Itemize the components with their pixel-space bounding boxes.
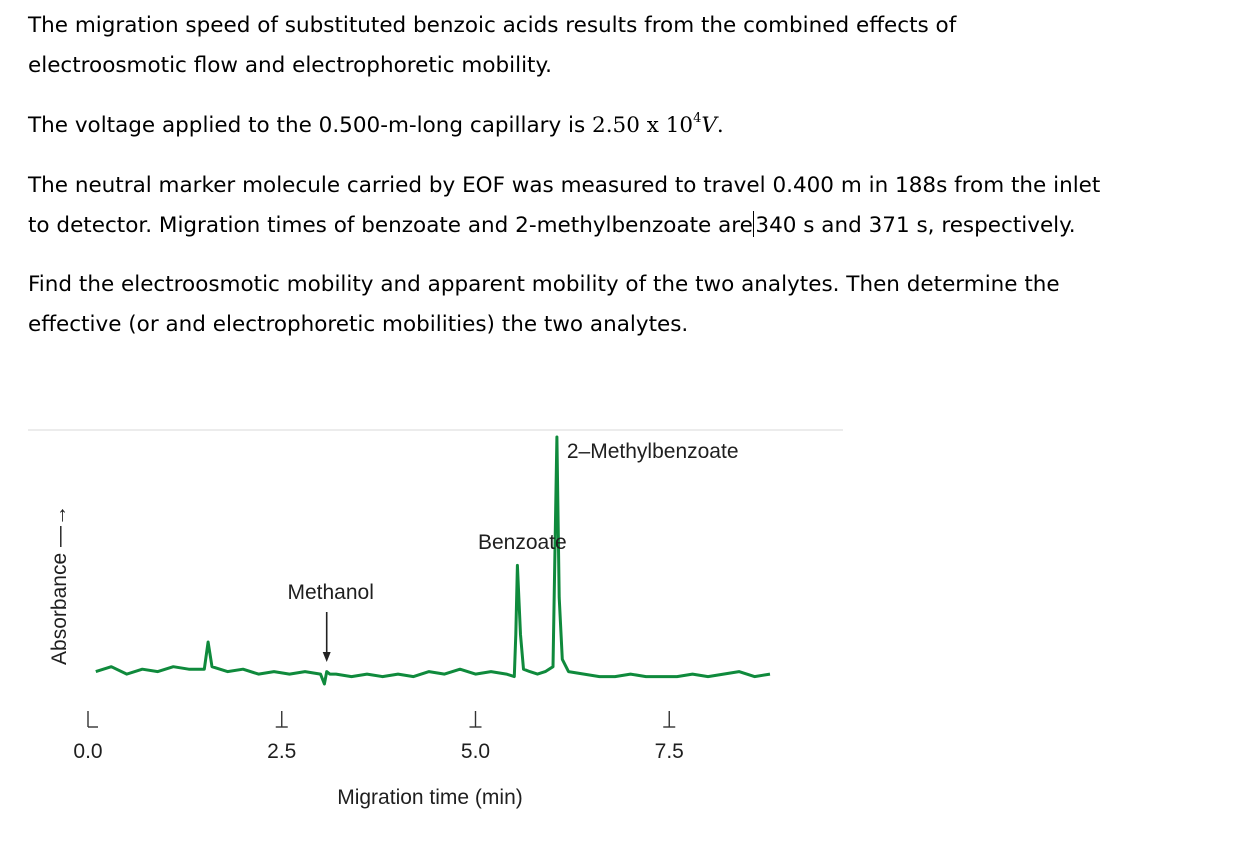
voltage-unit: V [701,113,717,138]
question-line-1: Find the electroosmotic mobility and app… [28,272,1060,297]
paragraph-question: Find the electroosmotic mobility and app… [28,265,1060,345]
voltage-exponent: 4 [693,111,702,126]
paragraph-marker: The neutral marker molecule carried by E… [28,166,1100,246]
marker-line-2: to detector. Migration times of benzoate… [28,206,1100,246]
x-tick-label: 5.0 [461,740,490,763]
benzoate-label: Benzoate [478,531,567,554]
x-tick-label: 7.5 [655,740,684,763]
electropherogram-trace [95,435,771,686]
question-line-2: effective (or and electrophoretic mobili… [28,312,689,337]
y-axis-label: Absorbance —→ [48,505,71,665]
paragraph-voltage: The voltage applied to the 0.500-m-long … [28,106,724,146]
methanol-label: Methanol [288,581,374,604]
paragraph-intro: The migration speed of substituted benzo… [28,6,956,86]
marker-line-1: The neutral marker molecule carried by E… [28,173,1101,198]
methanol-arrow-head [322,652,331,662]
x-tick-label: 0.0 [73,740,102,763]
x-tick-label: 2.5 [267,740,296,763]
marker-line-2-start: to detector. Migration times of benzoate… [28,213,753,238]
text-cursor [752,211,755,237]
intro-line-1: The migration speed of substituted benzo… [28,13,957,38]
intro-line-2: electroosmotic flow and electrophoretic … [28,53,552,78]
voltage-base: 2.50 x 10 [592,113,694,138]
x-axis-label: Migration time (min) [337,786,523,809]
marker-line-2-end: 340 s and 371 s, respectively. [755,213,1076,238]
methylbenzoate-label: 2–Methylbenzoate [567,440,739,463]
x-axis: 0.0 2.5 5.0 7.5 [73,711,684,763]
voltage-value: 2.50 x 104V. [592,111,724,138]
voltage-text: The voltage applied to the 0.500-m-long … [28,113,593,138]
voltage-period: . [716,113,724,138]
